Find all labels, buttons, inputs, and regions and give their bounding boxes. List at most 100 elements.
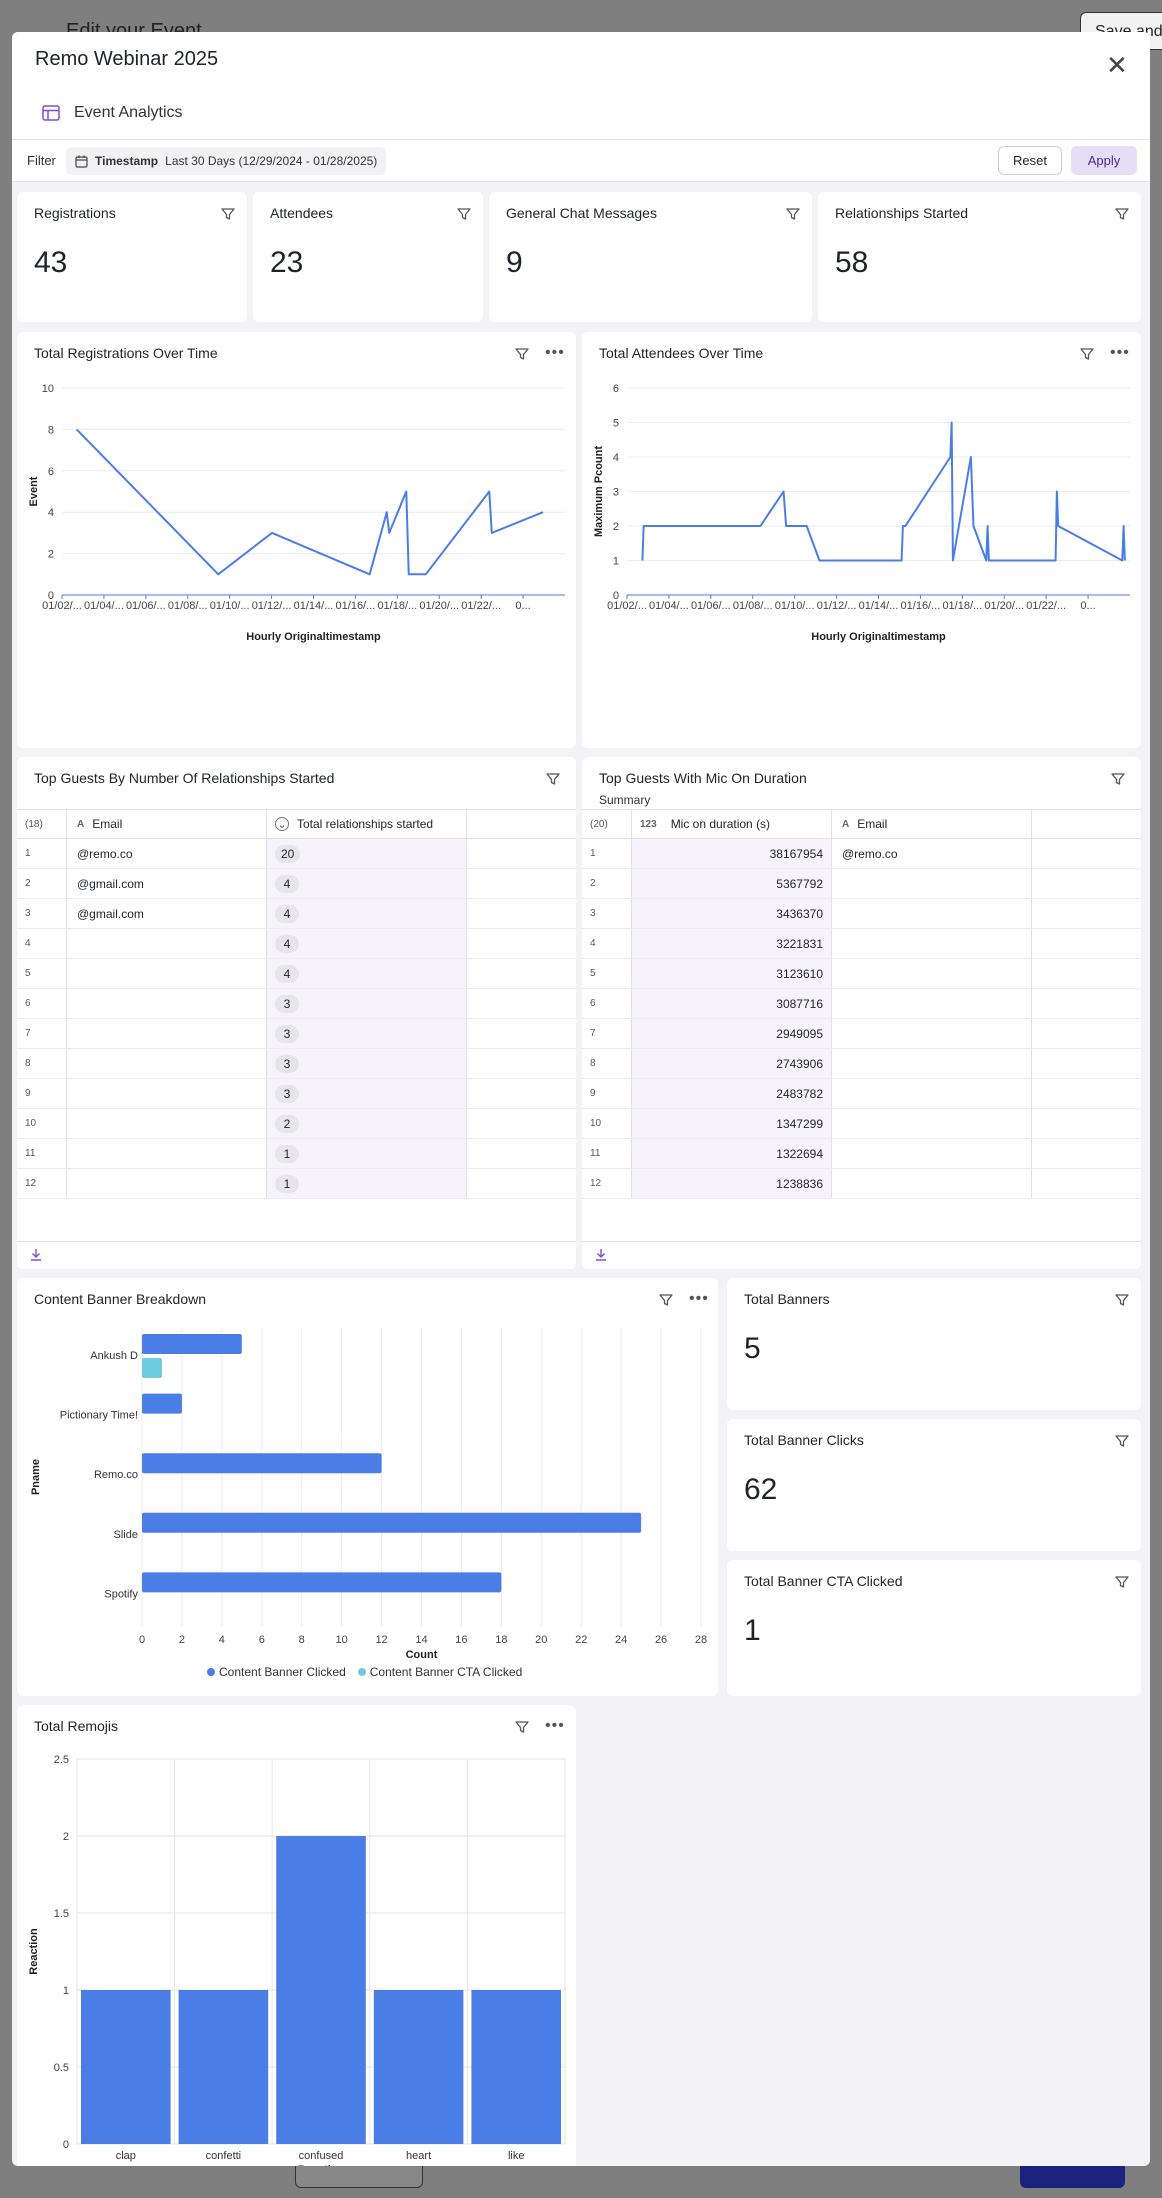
- filter-icon[interactable]: [1079, 346, 1095, 362]
- table-row[interactable]: 2 5367792: [582, 869, 1141, 899]
- x-tick-label: 14: [415, 1634, 427, 1646]
- email-cell: [67, 929, 267, 958]
- x-tick-label: 01/02/...: [42, 600, 82, 612]
- y-tick-label: Ankush D: [90, 1350, 138, 1362]
- x-tick-label: 01/20/...: [419, 600, 459, 612]
- row-index: 6: [17, 989, 67, 1018]
- table-row[interactable]: 3 @gmail.com 4: [17, 899, 576, 929]
- filter-icon[interactable]: [1114, 1574, 1130, 1590]
- table-row[interactable]: 4 3221831: [582, 929, 1141, 959]
- table-row[interactable]: 12 1238836: [582, 1169, 1141, 1199]
- x-tick-label: 01/16/...: [901, 600, 941, 612]
- filter-icon[interactable]: [658, 1292, 674, 1308]
- table-row[interactable]: 1 38167954 @remo.co: [582, 839, 1141, 869]
- filter-icon[interactable]: [785, 206, 801, 222]
- table-row[interactable]: 5 3123610: [582, 959, 1141, 989]
- kpi-card-relationships: Relationships Started 58: [818, 192, 1141, 322]
- bar: [81, 1990, 171, 2144]
- filter-icon[interactable]: [514, 346, 530, 362]
- value-pill: 3: [275, 1054, 299, 1073]
- y-tick-label: 0: [613, 590, 619, 602]
- column-email[interactable]: A Email: [832, 810, 1032, 838]
- more-icon[interactable]: •••: [545, 344, 565, 361]
- table-row[interactable]: 2 @gmail.com 4: [17, 869, 576, 899]
- row-index: 11: [582, 1139, 632, 1168]
- row-index: 7: [582, 1019, 632, 1048]
- kpi-title: Total Banners: [744, 1291, 830, 1307]
- table-row[interactable]: 10 2: [17, 1109, 576, 1139]
- table-row[interactable]: 8 2743906: [582, 1049, 1141, 1079]
- row-index: 3: [17, 899, 67, 928]
- table-row[interactable]: 11 1: [17, 1139, 576, 1169]
- email-cell: [67, 1109, 267, 1138]
- table-row[interactable]: 3 3436370: [582, 899, 1141, 929]
- value-pill: 3: [275, 1084, 299, 1103]
- more-icon[interactable]: •••: [1110, 344, 1130, 361]
- x-tick-label: 01/06/...: [126, 600, 166, 612]
- row-index: 8: [582, 1049, 632, 1078]
- legend-item[interactable]: Content Banner Clicked: [207, 1665, 346, 1679]
- mic-duration-cell: 3087716: [632, 989, 832, 1018]
- more-icon[interactable]: •••: [545, 1717, 565, 1734]
- more-icon[interactable]: •••: [689, 1290, 709, 1307]
- x-tick-label: 26: [655, 1634, 667, 1646]
- row-index: 5: [582, 959, 632, 988]
- timestamp-filter-chip[interactable]: Timestamp Last 30 Days (12/29/2024 - 01/…: [66, 147, 387, 175]
- email-cell: @gmail.com: [67, 869, 267, 898]
- table-row[interactable]: 1 @remo.co 20: [17, 839, 576, 869]
- relationships-cell: 3: [267, 1079, 467, 1108]
- column-total-relationships[interactable]: ⌄ Total relationships started: [267, 810, 467, 838]
- bar: [142, 1572, 502, 1593]
- table-row[interactable]: 12 1: [17, 1169, 576, 1199]
- legend-item[interactable]: Content Banner CTA Clicked: [357, 1665, 522, 1679]
- table-row[interactable]: 9 2483782: [582, 1079, 1141, 1109]
- relationships-table: (18) A Email ⌄ Total relationships started…: [17, 809, 576, 1199]
- filter-icon[interactable]: [456, 206, 472, 222]
- table-row[interactable]: 10 1347299: [582, 1109, 1141, 1139]
- filter-icon[interactable]: [1114, 1433, 1130, 1449]
- chart-title: Content Banner Breakdown: [34, 1291, 206, 1307]
- analytics-section-header: Event Analytics: [42, 104, 183, 122]
- row-index: 11: [17, 1139, 67, 1168]
- kpi-value: 5: [744, 1332, 761, 1365]
- mic-duration-cell: 1238836: [632, 1169, 832, 1198]
- kpi-title: Registrations: [34, 205, 116, 221]
- table-row[interactable]: 11 1322694: [582, 1139, 1141, 1169]
- x-tick-label: 6: [259, 1634, 265, 1646]
- column-email[interactable]: A Email: [67, 810, 267, 838]
- apply-button[interactable]: Apply: [1071, 146, 1137, 175]
- filter-icon[interactable]: [1110, 771, 1126, 787]
- filter-label: Filter: [27, 153, 56, 168]
- filter-icon[interactable]: [545, 771, 561, 787]
- filter-icon[interactable]: [220, 206, 236, 222]
- table-row[interactable]: 6 3087716: [582, 989, 1141, 1019]
- relationships-cell: 3: [267, 989, 467, 1018]
- x-tick-label: 01/14/...: [294, 600, 334, 612]
- close-icon[interactable]: ✕: [1106, 50, 1128, 80]
- x-tick-label: 01/08/...: [168, 600, 208, 612]
- kpi-value: 58: [835, 246, 869, 279]
- row-index: 8: [17, 1049, 67, 1078]
- value-pill: 3: [275, 994, 299, 1013]
- relationships-cell: 4: [267, 899, 467, 928]
- reset-button[interactable]: Reset: [998, 146, 1062, 175]
- table-row[interactable]: 7 2949095: [582, 1019, 1141, 1049]
- email-cell: [832, 929, 1032, 958]
- email-cell: [832, 1019, 1032, 1048]
- email-cell: [832, 869, 1032, 898]
- filter-icon[interactable]: [1114, 206, 1130, 222]
- column-mic-duration[interactable]: 123 Mic on duration (s): [632, 810, 832, 838]
- x-tick-label: 18: [495, 1634, 507, 1646]
- mic-duration-cell: 1322694: [632, 1139, 832, 1168]
- download-icon[interactable]: [594, 1248, 608, 1262]
- x-tick-label: 01/04/...: [649, 600, 689, 612]
- filter-icon[interactable]: [514, 1719, 530, 1735]
- filter-icon[interactable]: [1114, 1292, 1130, 1308]
- download-icon[interactable]: [29, 1248, 43, 1262]
